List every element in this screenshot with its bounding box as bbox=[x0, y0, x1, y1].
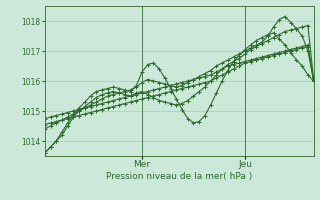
X-axis label: Pression niveau de la mer( hPa ): Pression niveau de la mer( hPa ) bbox=[106, 172, 252, 181]
